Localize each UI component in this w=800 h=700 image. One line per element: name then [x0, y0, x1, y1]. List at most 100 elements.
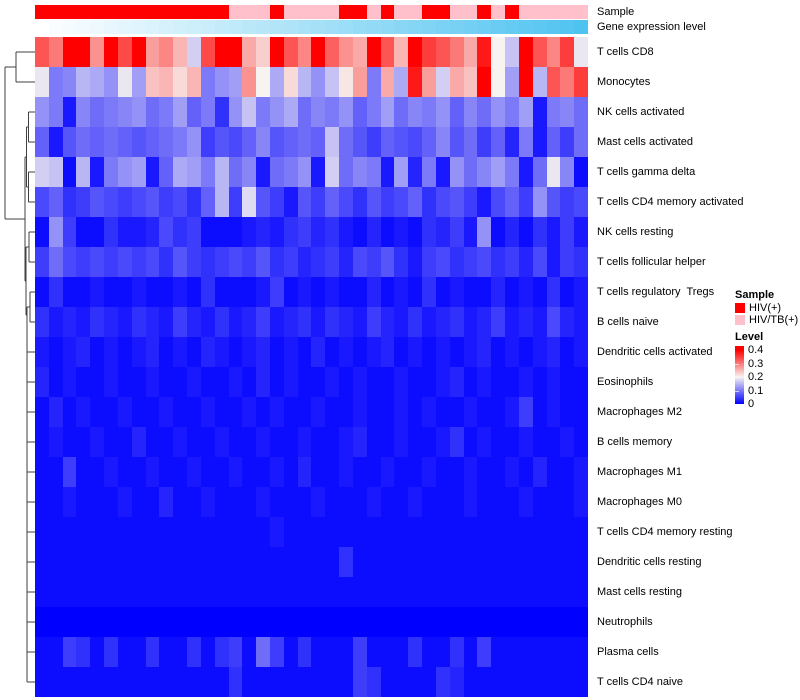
gene-expression-cell	[117, 20, 132, 34]
heatmap-cell	[35, 607, 49, 637]
heatmap-cell	[560, 277, 575, 307]
gene-expression-cell	[104, 20, 118, 34]
heatmap-cell	[104, 517, 118, 547]
heatmap-cell	[491, 337, 506, 367]
heatmap-cell	[532, 367, 547, 397]
heatmap-cell	[546, 517, 561, 547]
heatmap-cell	[200, 637, 215, 667]
heatmap-cell	[491, 487, 506, 517]
heatmap-cell	[449, 217, 464, 247]
heatmap-cell	[518, 187, 533, 217]
heatmap-cell	[518, 97, 533, 127]
heatmap-cell	[574, 97, 588, 127]
gene-expression-cell	[145, 20, 160, 34]
heatmap-cell	[339, 547, 353, 577]
heatmap-cell	[422, 277, 436, 307]
heatmap-cell	[270, 367, 284, 397]
heatmap-cell	[435, 397, 450, 427]
heatmap-cell	[283, 397, 298, 427]
heatmap-cell	[104, 37, 118, 67]
heatmap-cell	[394, 427, 409, 457]
sample-annotation-cell	[159, 5, 174, 19]
gene-expression-cell	[574, 20, 588, 34]
heatmap-cell	[339, 457, 353, 487]
heatmap-cell	[477, 307, 492, 337]
heatmap-cell	[117, 337, 132, 367]
heatmap-cell	[256, 97, 271, 127]
heatmap-cell	[435, 547, 450, 577]
heatmap-cell	[491, 517, 506, 547]
heatmap-cell	[491, 577, 506, 607]
heatmap-cell	[200, 577, 215, 607]
heatmap-cell	[422, 397, 436, 427]
heatmap-cell	[104, 157, 118, 187]
heatmap-cell	[48, 667, 63, 697]
heatmap-cell	[325, 397, 340, 427]
heatmap-cell	[435, 157, 450, 187]
heatmap-cell	[187, 577, 201, 607]
gene-expression-cell	[187, 20, 201, 34]
heatmap-cell	[173, 577, 188, 607]
heatmap-cell	[200, 397, 215, 427]
heatmap-cell	[117, 97, 132, 127]
heatmap-cell	[256, 547, 271, 577]
heatmap-cell	[380, 547, 395, 577]
heatmap-cell	[435, 667, 450, 697]
heatmap-cell	[408, 97, 423, 127]
heatmap-cell	[62, 97, 77, 127]
heatmap-cell	[546, 217, 561, 247]
heatmap-cell	[491, 157, 506, 187]
heatmap-cell	[380, 67, 395, 97]
heatmap-cell	[477, 397, 492, 427]
heatmap-cell	[173, 277, 188, 307]
heatmap-cell	[449, 487, 464, 517]
heatmap-cell	[200, 367, 215, 397]
heatmap-cell	[297, 37, 312, 67]
heatmap-cell	[477, 277, 492, 307]
heatmap-cell	[449, 397, 464, 427]
heatmap-cell	[574, 277, 588, 307]
heatmap-cell	[48, 157, 63, 187]
heatmap-cell	[104, 667, 118, 697]
heatmap-cell	[408, 157, 423, 187]
heatmap-cell	[518, 67, 533, 97]
heatmap-cell	[297, 187, 312, 217]
heatmap-cell	[214, 127, 229, 157]
row-label: T cells CD8	[597, 46, 654, 58]
heatmap-cell	[505, 97, 519, 127]
heatmap-cell	[256, 457, 271, 487]
heatmap-cell	[311, 277, 326, 307]
heatmap-cell	[532, 277, 547, 307]
heatmap-cell	[117, 427, 132, 457]
level-colorbar	[735, 346, 744, 404]
heatmap-cell	[76, 367, 91, 397]
heatmap-cell	[477, 127, 492, 157]
heatmap-cell	[173, 457, 188, 487]
gene-expression-cell	[200, 20, 215, 34]
heatmap-cell	[518, 217, 533, 247]
heatmap-cell	[173, 127, 188, 157]
heatmap-cell	[408, 337, 423, 367]
heatmap-cell	[366, 337, 381, 367]
heatmap-cell	[283, 97, 298, 127]
heatmap-cell	[104, 67, 118, 97]
heatmap-cell	[505, 487, 519, 517]
heatmap-cell	[283, 337, 298, 367]
heatmap-cell	[270, 277, 284, 307]
heatmap-cell	[173, 187, 188, 217]
heatmap-cell	[574, 517, 588, 547]
heatmap-cell	[200, 127, 215, 157]
heatmap-cell	[491, 67, 506, 97]
heatmap-cell	[214, 37, 229, 67]
heatmap-cell	[173, 67, 188, 97]
heatmap-cell	[297, 487, 312, 517]
heatmap-cell	[352, 37, 367, 67]
heatmap-cell	[574, 397, 588, 427]
heatmap-cell	[435, 277, 450, 307]
heatmap-cell	[574, 457, 588, 487]
heatmap-cell	[173, 367, 188, 397]
heatmap-cell	[505, 67, 519, 97]
heatmap-cell	[366, 367, 381, 397]
heatmap-cell	[159, 247, 174, 277]
heatmap-cell	[242, 217, 257, 247]
